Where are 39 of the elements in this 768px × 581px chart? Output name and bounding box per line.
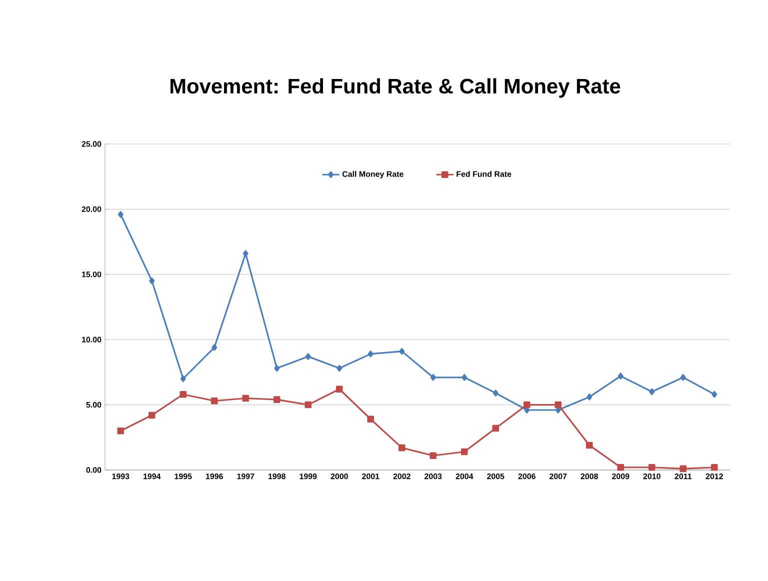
point [462,374,468,381]
point [242,250,248,257]
point [460,448,468,456]
point [305,353,311,360]
point [680,374,686,381]
point [273,396,280,403]
point [648,464,656,471]
point [148,412,156,419]
point [336,364,342,372]
point [212,344,218,351]
point [304,401,312,408]
point [118,211,124,218]
point [180,375,186,382]
point [554,401,562,408]
point [680,465,687,472]
point [710,464,718,471]
point [398,444,406,452]
point [399,348,405,355]
point [242,394,250,402]
point [367,416,374,423]
chart-title: Movement: Fed Fund Rate & Call Money Rate [170,78,620,98]
point [712,390,718,398]
point [117,427,124,434]
point [430,374,436,381]
point [617,464,624,471]
point [492,390,498,396]
point [368,350,374,358]
point [180,390,187,398]
point [492,424,500,432]
point [586,442,593,449]
point [149,278,155,284]
point [430,452,437,460]
point [210,397,218,404]
point [274,364,280,372]
point [586,394,592,400]
point [649,388,655,396]
point [336,386,343,393]
point [523,401,530,408]
point [618,372,624,380]
